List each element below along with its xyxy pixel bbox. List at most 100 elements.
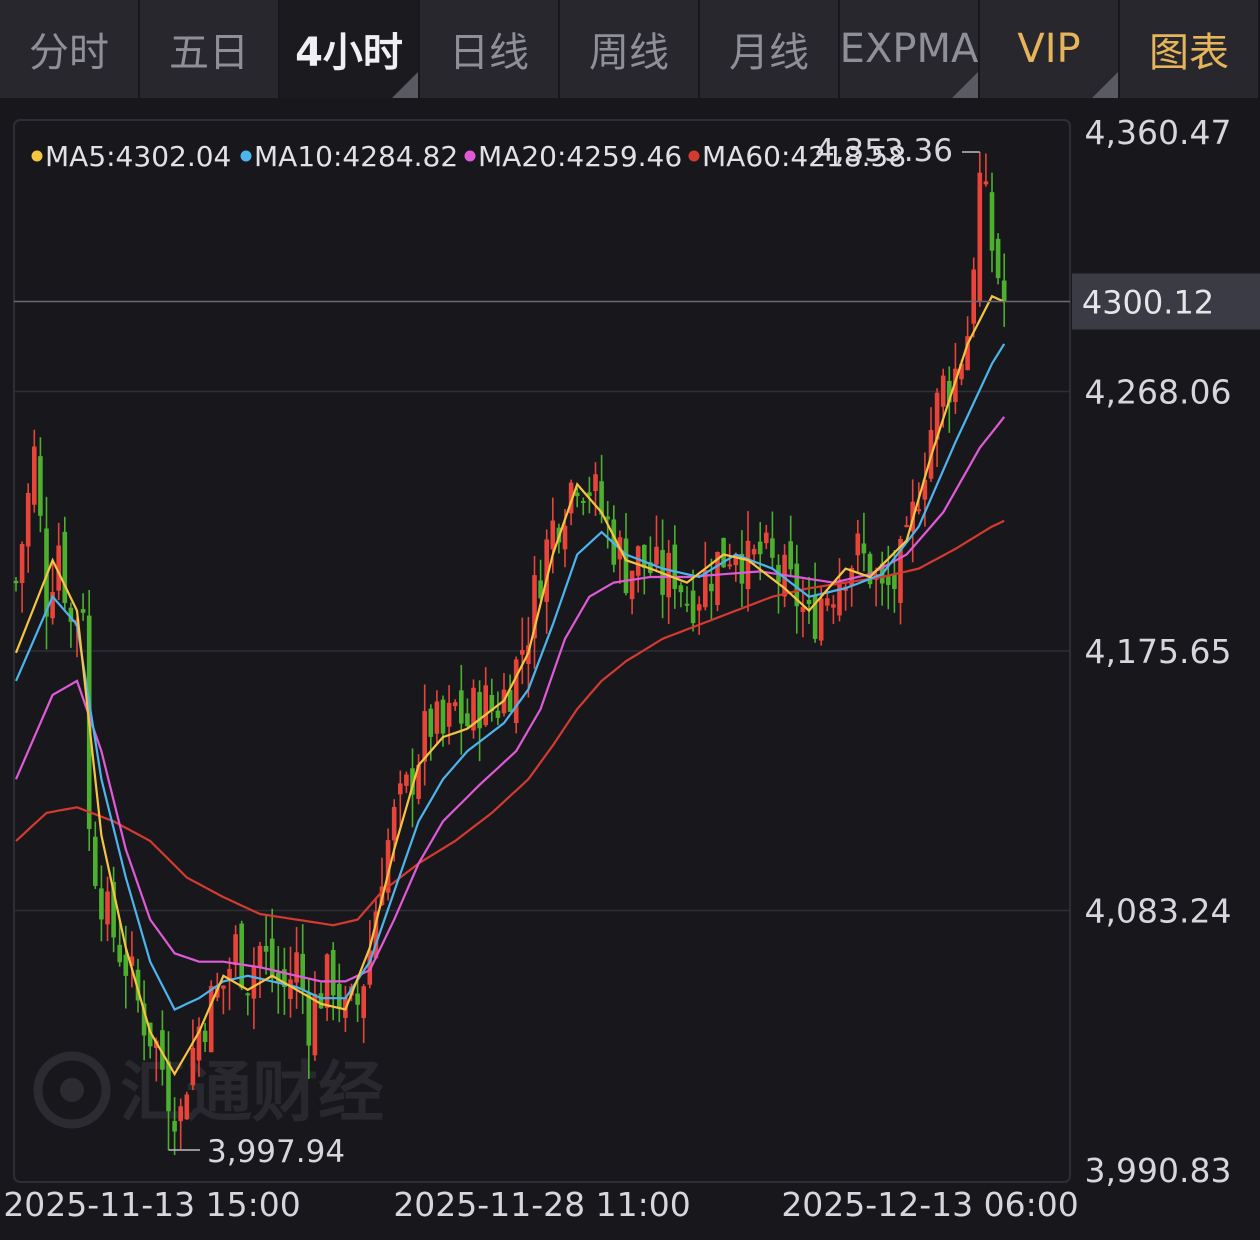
candle-down — [1001, 280, 1007, 302]
ma20-legend-dot-icon — [464, 150, 476, 162]
candle-up — [446, 702, 452, 727]
candle-down — [788, 541, 793, 570]
high-value-label: 4,353.36 — [815, 133, 953, 169]
watermark-logo-inner-icon — [60, 1078, 84, 1102]
candle-down — [507, 689, 513, 712]
candle-down — [794, 563, 800, 607]
candles — [13, 151, 1007, 1156]
candle-down — [678, 585, 684, 593]
candle-down — [318, 993, 324, 1009]
candle-down — [62, 531, 68, 603]
candle-up — [568, 482, 574, 514]
candle-down — [599, 481, 604, 515]
candle-up — [904, 525, 909, 528]
candle-down — [477, 691, 482, 729]
ma-legend: MA5:4302.04 MA10:4284.82 MA20:4259.46 MA60:… — [31, 140, 906, 173]
candle-up — [312, 994, 318, 1056]
x-tick-label: 2025-11-28 11:00 — [393, 1185, 690, 1224]
candle-up — [703, 570, 708, 608]
candle-down — [605, 516, 610, 520]
dropdown-corner-icon — [1092, 72, 1118, 98]
candle-up — [196, 1026, 202, 1061]
candle-up — [208, 985, 214, 1053]
candle-down — [806, 599, 812, 605]
candle-down — [995, 238, 1001, 279]
candle-down — [721, 538, 726, 568]
tab-label: 周线 — [589, 30, 669, 76]
candle-down — [117, 944, 122, 963]
candle-up — [818, 598, 824, 641]
candle-down — [495, 710, 501, 718]
candle-down — [574, 492, 580, 497]
ma60-legend-label: MA60:4218.58 — [702, 140, 906, 173]
ma10-legend-label: MA10:4284.82 — [254, 140, 458, 173]
candle-up — [922, 479, 928, 500]
candle-down — [300, 953, 305, 990]
tab-2[interactable]: 4小时 — [280, 0, 420, 98]
candle-up — [513, 659, 519, 724]
candle-up — [898, 538, 903, 603]
candle-up — [25, 492, 31, 547]
candle-up — [751, 548, 757, 555]
tab-6[interactable]: EXPMA — [840, 0, 980, 98]
ma5-legend-dot-icon — [31, 150, 43, 162]
tab-7[interactable]: VIP — [980, 0, 1120, 98]
candle-up — [727, 564, 732, 567]
candle-up — [635, 546, 641, 576]
candle-up — [837, 581, 842, 616]
candle-down — [355, 993, 360, 1005]
candle-down — [135, 969, 141, 1001]
tab-5[interactable]: 月线 — [700, 0, 840, 98]
y-tick-label: 4,360.47 — [1085, 113, 1232, 152]
tab-3[interactable]: 日线 — [420, 0, 560, 98]
candle-up — [849, 567, 854, 587]
candle-up — [965, 336, 970, 371]
candle-up — [373, 911, 379, 959]
candle-down — [440, 699, 446, 734]
candle-up — [696, 604, 702, 611]
candle-up — [361, 986, 366, 1019]
tab-label: 五日 — [169, 30, 249, 76]
candle-up — [550, 520, 556, 550]
candle-up — [800, 606, 806, 612]
candle-down — [581, 500, 586, 503]
candle-up — [483, 685, 488, 726]
candle-up — [471, 687, 476, 731]
candle-down — [239, 923, 244, 988]
candle-up — [129, 956, 135, 966]
candle-up — [855, 533, 861, 556]
candle-up — [654, 546, 659, 565]
tab-4[interactable]: 周线 — [560, 0, 700, 98]
x-tick-label: 2025-12-13 06:00 — [781, 1185, 1078, 1224]
y-tick-label: 4,268.06 — [1085, 373, 1232, 412]
candle-up — [916, 509, 922, 512]
ma20-line — [14, 416, 1006, 983]
candle-down — [489, 694, 495, 712]
candle-up — [190, 1047, 196, 1086]
candle-up — [544, 539, 549, 602]
candle-up — [452, 702, 458, 707]
candle-down — [160, 1030, 165, 1070]
candle-up — [977, 172, 983, 302]
ma-lines — [14, 294, 1006, 1077]
candle-down — [123, 954, 129, 976]
candle-up — [251, 965, 257, 999]
tab-label: 4小时 — [295, 30, 403, 76]
tab-8[interactable]: 图表 — [1120, 0, 1260, 98]
tab-1[interactable]: 五日 — [140, 0, 280, 98]
candlestick-chart: 汇通财经 MA5:4302.04 MA10:4284.82 MA20:4259.46… — [3, 113, 1260, 1224]
ma60-line — [15, 519, 1005, 927]
ma5-legend-label: MA5:4302.04 — [45, 140, 231, 173]
watermark-logo-icon — [33, 1051, 111, 1129]
candle-up — [221, 985, 226, 989]
candle-up — [764, 532, 769, 544]
candle-down — [245, 993, 251, 996]
current-price-tag — [1072, 273, 1260, 330]
tab-0[interactable]: 分时 — [0, 0, 140, 98]
candle-up — [934, 392, 940, 440]
candle-down — [739, 553, 745, 584]
y-axis: 4,360.47 4,268.06 4,175.65 4,083.24 3,990.83 — [1085, 113, 1232, 1190]
candle-up — [532, 575, 537, 639]
candle-down — [886, 576, 891, 585]
candle-down — [812, 595, 818, 639]
